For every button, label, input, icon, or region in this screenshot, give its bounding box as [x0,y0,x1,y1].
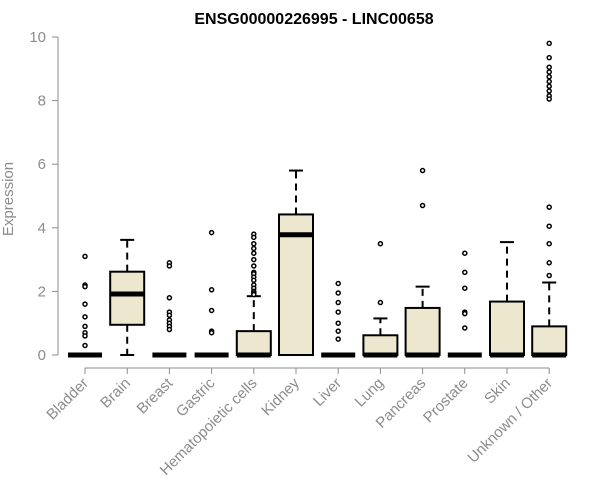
outlier-point [82,314,88,320]
box-group [489,241,525,358]
outlier-point [462,310,468,317]
outlier-point [377,240,384,247]
box-group [235,231,272,358]
outlier-point [335,320,341,326]
outlier-point [377,299,384,306]
outlier-point [335,299,341,306]
outlier-point [251,245,257,252]
outlier-point [208,229,215,236]
outlier-point [419,202,426,209]
x-tick-label: Brain [97,375,134,412]
outlier-point [546,69,552,75]
y-tick-label: 8 [38,93,46,110]
outlier-point [462,269,468,276]
x-tick-label: Breast [134,374,177,417]
box-group [531,40,568,358]
box-group [321,280,356,358]
outlier-point [251,277,257,284]
outlier-point [462,285,468,291]
outlier-point [251,234,257,241]
box [531,325,568,357]
outlier-point [546,223,552,229]
outlier-point [462,325,468,331]
x-tick-label: Skin [481,375,514,408]
chart-title: ENSG00000226995 - LINC00658 [194,11,433,28]
box-group [362,240,399,358]
box-group [404,167,441,358]
outlier-point [251,240,257,247]
y-tick-label: 6 [38,156,46,173]
x-tick-label: Lung [352,375,388,411]
outlier-point [546,54,552,61]
outlier-point [546,83,552,90]
outlier-point [462,250,468,256]
outlier-point [546,74,552,80]
y-axis-label: Expression [0,162,17,236]
box-group [68,253,102,358]
y-tick-label: 2 [38,283,46,300]
box-group [194,229,229,358]
x-tick-label: Liver [310,375,345,410]
outlier-point [82,323,88,330]
box-group [152,260,187,358]
outlier-point [546,204,552,210]
boxes [68,40,568,358]
box-group [278,169,314,356]
outlier-point [208,287,215,293]
x-tick-label: Kidney [258,374,303,419]
box [278,213,314,356]
outlier-point [166,326,173,333]
outlier-point [335,309,341,315]
outlier-point [208,329,215,336]
outlier-point [546,96,552,102]
outlier-point [82,342,88,349]
outlier-point [546,240,552,247]
outlier-point [251,256,257,263]
outlier-point [546,88,552,94]
outlier-point [335,280,341,287]
outlier-point [251,291,257,298]
outlier-point [166,312,173,318]
box [109,270,146,326]
box [235,330,272,356]
outlier-point [82,253,88,260]
outlier-point [82,333,88,339]
box-group [447,250,482,358]
box-group [109,238,146,356]
outlier-point [208,307,215,314]
outlier-point [419,167,426,174]
x-tick-label: Bladder [43,375,92,424]
y-tick-label: 4 [38,220,46,237]
outlier-point [335,328,341,334]
outlier-point [546,260,552,266]
outlier-point [251,250,257,256]
outlier-point [546,272,552,279]
box [404,306,441,357]
outlier-point [82,283,88,290]
outlier-point [166,263,173,269]
x-tick-label: Prostate [420,375,472,427]
outlier-point [82,301,88,307]
y-axis: 0 2 4 6 8 10 [29,29,59,364]
outlier-point [546,78,552,85]
outlier-point [546,64,552,70]
outlier-point [166,295,173,301]
outlier-point [546,40,552,47]
outlier-point [251,263,257,269]
box [489,300,525,356]
box [362,334,399,356]
y-tick-label: 10 [29,29,46,46]
outlier-point [335,336,341,342]
outlier-point [335,290,341,296]
y-tick-label: 0 [38,347,46,364]
